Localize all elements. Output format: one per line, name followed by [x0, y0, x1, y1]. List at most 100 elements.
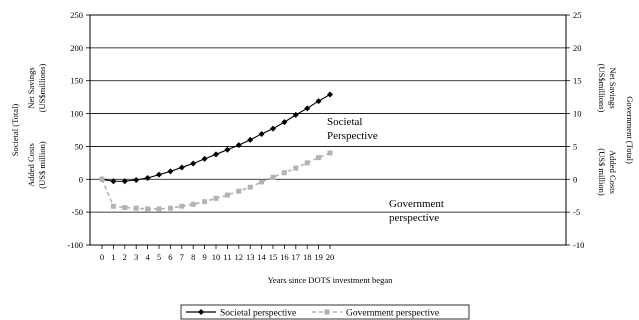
annotation-line: Societal	[327, 116, 362, 128]
government-perspective-point	[213, 195, 219, 201]
right-tick-label: 0	[573, 174, 577, 184]
x-tick-label: 12	[235, 252, 244, 262]
government-perspective-point	[156, 206, 162, 212]
left-tick-label: 0	[79, 174, 83, 184]
government-perspective-point	[190, 201, 196, 207]
societal-perspective-point	[178, 164, 185, 171]
x-tick-label: 20	[326, 252, 335, 262]
series-layer	[99, 91, 333, 212]
gridlines	[90, 47, 566, 213]
x-tick-label: 18	[303, 252, 312, 262]
societal-perspective-point	[110, 178, 117, 185]
government-annotation: Government perspective	[389, 198, 444, 224]
societal-perspective-point	[133, 176, 140, 183]
x-tick-label: 14	[257, 252, 266, 262]
societal-perspective-point	[304, 105, 311, 112]
societal-perspective-point	[270, 125, 276, 132]
left-axis-label-line: Societal (Total)	[10, 104, 20, 157]
left-axis-label-line: (US$millions)	[37, 64, 47, 113]
left-axis-label-line: Added Costs	[26, 143, 36, 187]
x-tick-label: 2	[123, 252, 127, 262]
government-perspective-point	[99, 176, 105, 182]
societal-perspective-point	[224, 146, 231, 153]
government-perspective-point	[167, 205, 173, 211]
societal-perspective-point	[281, 119, 288, 126]
x-tick-label: 6	[168, 252, 172, 262]
government-perspective-point	[110, 203, 116, 209]
societal-perspective-point	[258, 130, 265, 137]
legend-marker-societal	[198, 309, 204, 315]
legend-marker-government	[324, 309, 330, 315]
societal-perspective-point	[201, 155, 208, 162]
left-tick-label: 100	[70, 109, 83, 119]
government-perspective-point	[293, 165, 299, 171]
left-axis-ticks: -100 -50 0 50 100 150 200 250	[67, 10, 90, 250]
x-tick-label: 4	[145, 252, 150, 262]
societal-perspective-point	[327, 91, 333, 98]
left-axis-label-line: Net Savings	[26, 67, 36, 108]
x-tick-label: 13	[246, 252, 255, 262]
x-tick-label: 8	[191, 252, 195, 262]
x-tick-label: 15	[269, 252, 278, 262]
government-perspective-point	[145, 206, 151, 212]
societal-perspective-point	[156, 171, 162, 178]
x-tick-label: 7	[180, 252, 184, 262]
x-tick-label: 1	[111, 252, 115, 262]
government-perspective-point	[224, 192, 230, 198]
right-axis-title: Government (Total) Net Savings (US$milli…	[597, 64, 635, 196]
government-perspective-point	[304, 160, 310, 166]
right-axis-label-line: Government (Total)	[625, 96, 635, 164]
annotation-line: perspective	[389, 212, 439, 224]
x-tick-label: 19	[314, 252, 323, 262]
x-tick-label: 9	[202, 252, 206, 262]
x-tick-label: 10	[212, 252, 221, 262]
right-axis-label-line: Net Savings	[608, 67, 618, 108]
x-tick-label: 11	[223, 252, 231, 262]
x-tick-label: 17	[292, 252, 301, 262]
x-tick-label: 16	[280, 252, 289, 262]
right-tick-label: 15	[573, 76, 582, 86]
right-tick-label: 10	[573, 109, 582, 119]
left-tick-label: -100	[67, 240, 83, 250]
societal-perspective-point	[247, 136, 254, 143]
government-perspective-point	[202, 199, 208, 205]
left-tick-label: 50	[75, 141, 84, 151]
annotation-line: Government	[389, 198, 444, 210]
government-perspective-point	[270, 174, 276, 180]
government-perspective-point	[236, 188, 242, 194]
right-tick-label: 5	[573, 141, 577, 151]
legend-label-societal: Societal perspective	[220, 309, 296, 319]
societal-perspective-point	[213, 151, 219, 158]
left-tick-label: 150	[70, 76, 83, 86]
societal-perspective-point	[167, 168, 174, 175]
societal-perspective-point	[121, 178, 128, 185]
societal-perspective-point	[190, 160, 197, 167]
right-axis-label-line: (US$millions)	[597, 64, 607, 113]
government-perspective-point	[281, 170, 287, 176]
plot-area-frame	[89, 14, 567, 246]
left-tick-label: 250	[70, 10, 83, 20]
left-axis-label-line: (US$ million)	[37, 141, 47, 189]
right-tick-label: 25	[573, 10, 582, 20]
x-axis-title: Years since DOTS investment began	[268, 275, 393, 285]
government-perspective-point	[259, 179, 265, 185]
right-tick-label: -10	[573, 240, 584, 250]
legend: Societal perspective Government perspect…	[180, 304, 470, 320]
annotation-line: Perspective	[327, 130, 378, 142]
legend-label-government: Government perspective	[346, 309, 439, 319]
left-tick-label: 200	[70, 43, 83, 53]
government-perspective-point	[316, 155, 322, 161]
societal-perspective-point	[315, 98, 322, 105]
x-tick-label: 0	[100, 252, 104, 262]
right-tick-label: -5	[573, 207, 580, 217]
right-axis-ticks: -10 -5 0 5 10 15 20 25	[566, 10, 584, 250]
x-tick-label: 5	[157, 252, 161, 262]
right-tick-label: 20	[573, 43, 582, 53]
government-perspective-point	[122, 205, 128, 211]
left-axis-title: Societal (Total) Added Costs (US$ millio…	[10, 64, 47, 189]
government-perspective-point	[133, 205, 139, 211]
government-perspective-point	[179, 203, 185, 209]
right-axis-label-line: (US$ million)	[597, 148, 607, 196]
x-axis-ticks: 0 1 2 3 4 5 6 7 8 9 10 11 12 13 14 15 16 17 18 19 20	[100, 245, 334, 262]
